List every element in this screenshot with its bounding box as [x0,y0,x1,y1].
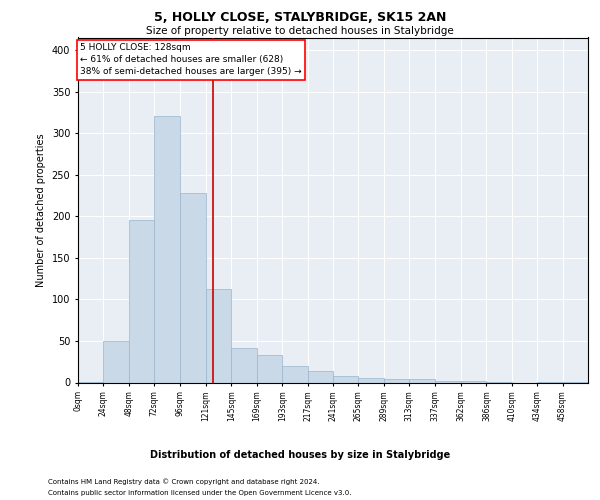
Text: Distribution of detached houses by size in Stalybridge: Distribution of detached houses by size … [150,450,450,460]
Bar [282,366,308,382]
Text: 5 HOLLY CLOSE: 128sqm
← 61% of detached houses are smaller (628)
38% of semi-det: 5 HOLLY CLOSE: 128sqm ← 61% of detached … [80,44,302,76]
Bar [308,371,333,382]
Bar [409,379,434,382]
Bar [232,348,257,382]
Bar [154,116,179,382]
Bar [461,381,487,382]
Text: 5, HOLLY CLOSE, STALYBRIDGE, SK15 2AN: 5, HOLLY CLOSE, STALYBRIDGE, SK15 2AN [154,11,446,24]
Bar [179,193,206,382]
Bar [257,355,282,382]
Bar [358,378,384,382]
Y-axis label: Number of detached properties: Number of detached properties [36,133,46,287]
Bar [129,220,154,382]
Bar [103,341,129,382]
Text: Contains HM Land Registry data © Crown copyright and database right 2024.: Contains HM Land Registry data © Crown c… [48,478,320,485]
Text: Size of property relative to detached houses in Stalybridge: Size of property relative to detached ho… [146,26,454,36]
Bar [384,379,409,382]
Bar [206,288,232,382]
Bar [333,376,358,382]
Text: Contains public sector information licensed under the Open Government Licence v3: Contains public sector information licen… [48,490,352,496]
Bar [434,381,461,382]
